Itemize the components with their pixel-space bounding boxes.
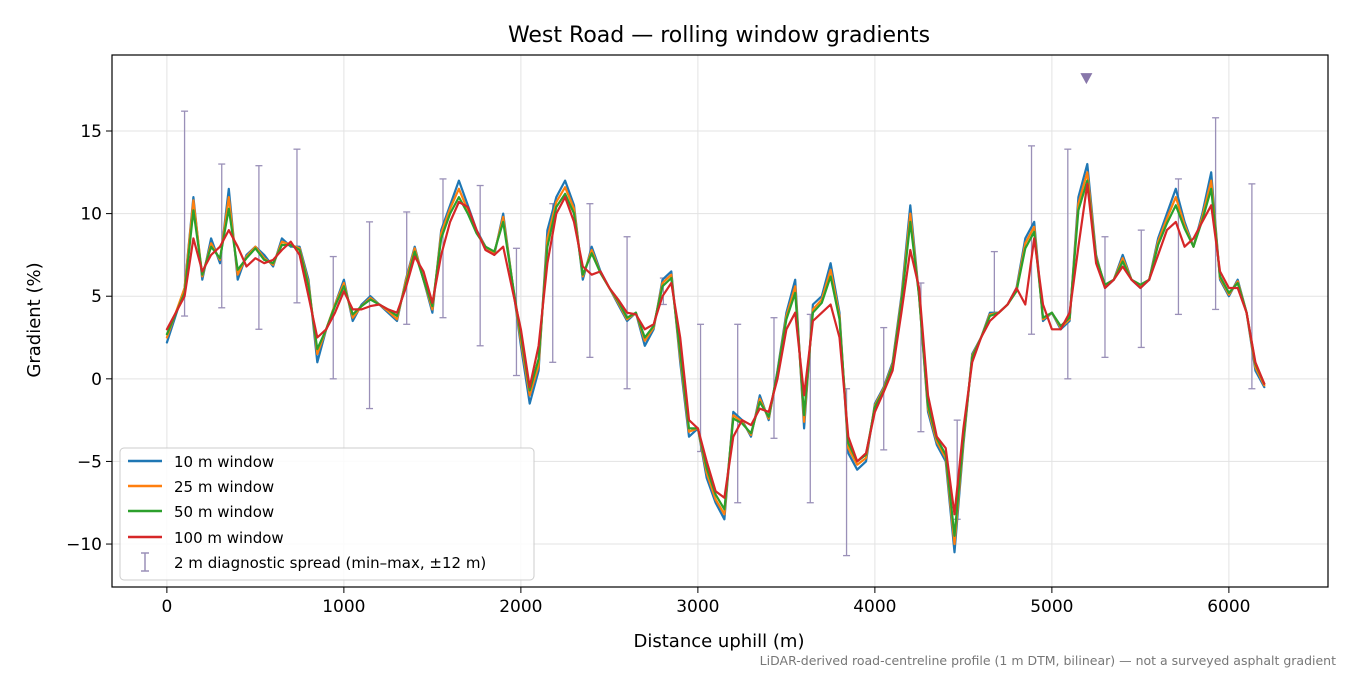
plot-area-frame bbox=[111, 54, 1329, 588]
error-bar bbox=[218, 163, 226, 309]
peak-marker-triangle bbox=[1080, 73, 1093, 85]
error-bar bbox=[586, 203, 594, 358]
x-axis-label: Distance uphill (m) bbox=[634, 631, 805, 652]
error-bar bbox=[293, 148, 301, 304]
y-axis-ticks: −10 −5 0 5 10 15 bbox=[66, 122, 112, 555]
error-bar bbox=[1028, 145, 1036, 335]
y-tick-label: 10 bbox=[80, 205, 102, 225]
series-lines bbox=[165, 162, 1266, 554]
x-axis-ticks: 0 1000 2000 3000 4000 5000 6000 bbox=[161, 587, 1251, 617]
grid-lines bbox=[112, 55, 1328, 587]
x-tick-label: 0 bbox=[161, 597, 172, 617]
x-tick-label: 1000 bbox=[322, 597, 365, 617]
y-tick-label: 5 bbox=[91, 287, 102, 307]
y-axis-label: Gradient (%) bbox=[24, 262, 45, 377]
error-bar bbox=[403, 211, 411, 325]
error-bar bbox=[1137, 229, 1145, 349]
legend: 10 m window 25 m window 50 m window 100 … bbox=[119, 447, 535, 581]
chart-title: West Road — rolling window gradients bbox=[508, 23, 930, 48]
y-tick-label: −10 bbox=[66, 535, 102, 555]
legend-swatch-errorbar bbox=[141, 552, 149, 572]
footnote: LiDAR-derived road-centreline profile (1… bbox=[760, 653, 1336, 668]
series-line-4 bbox=[165, 182, 1266, 516]
x-tick-label: 3000 bbox=[676, 597, 719, 617]
x-tick-label: 5000 bbox=[1030, 597, 1073, 617]
legend-box bbox=[119, 447, 535, 581]
error-bar bbox=[255, 165, 263, 330]
x-tick-label: 6000 bbox=[1207, 597, 1250, 617]
error-bar bbox=[366, 221, 374, 410]
legend-label-25m: 25 m window bbox=[174, 478, 274, 496]
error-bar bbox=[1101, 236, 1109, 358]
x-tick-label: 2000 bbox=[499, 597, 542, 617]
y-tick-label: −5 bbox=[77, 452, 102, 472]
legend-label-100m: 100 m window bbox=[174, 529, 284, 547]
y-tick-label: 15 bbox=[80, 122, 102, 142]
legend-label-50m: 50 m window bbox=[174, 503, 274, 521]
error-bar bbox=[990, 250, 998, 314]
x-tick-label: 4000 bbox=[853, 597, 896, 617]
error-bar bbox=[1064, 148, 1072, 380]
legend-label-10m: 10 m window bbox=[174, 453, 274, 471]
peak-marker bbox=[1080, 73, 1093, 85]
error-bar bbox=[734, 323, 742, 504]
y-tick-label: 0 bbox=[91, 370, 102, 390]
error-bar bbox=[770, 317, 778, 439]
series-line-2 bbox=[165, 171, 1266, 546]
error-bar bbox=[476, 184, 484, 347]
legend-label-errorbar: 2 m diagnostic spread (min–max, ±12 m) bbox=[174, 554, 486, 572]
